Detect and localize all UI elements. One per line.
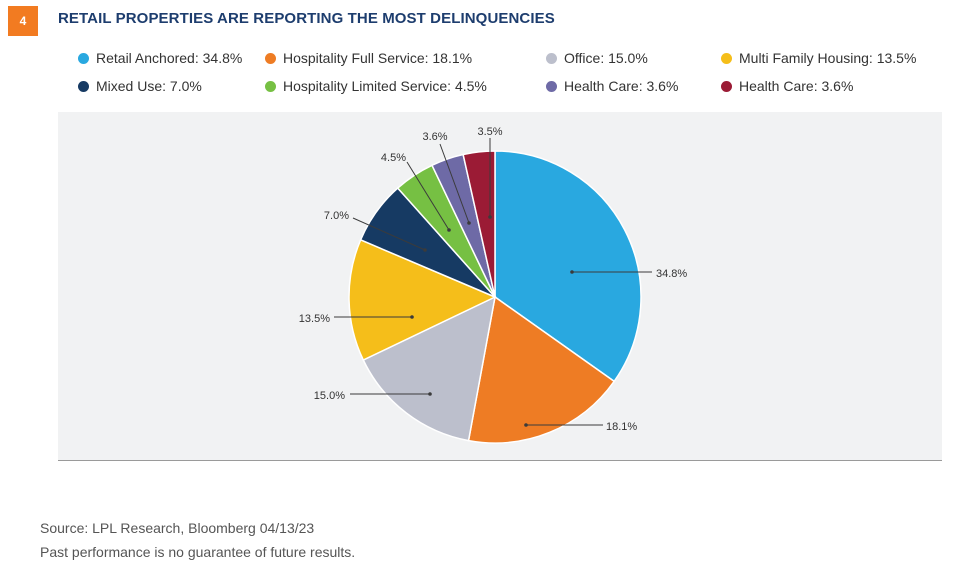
legend-label: Office: 15.0%: [564, 50, 648, 66]
legend-swatch: [265, 52, 276, 64]
legend-swatch: [78, 52, 89, 64]
legend-swatch: [265, 80, 276, 92]
legend-label: Health Care: 3.6%: [564, 78, 679, 94]
leader-line-endpoint: [447, 228, 451, 232]
legend-swatch: [78, 80, 89, 92]
leader-line-endpoint: [570, 270, 574, 274]
pie-chart: 34.8% 18.1% 15.0% 13.5% 7.0% 4.5% 3.6% 3.5%: [299, 126, 687, 444]
chart-plot-area: 34.8% 18.1% 15.0% 13.5% 7.0% 4.5% 3.6% 3.5%: [58, 112, 942, 461]
legend-item: Health Care: 3.6%: [546, 78, 678, 94]
leader-line-endpoint: [467, 221, 471, 225]
legend-item: Mixed Use: 7.0%: [78, 78, 202, 94]
legend-swatch: [546, 80, 557, 92]
legend-item: Retail Anchored: 34.8%: [78, 50, 242, 66]
pie-slice: [362, 295, 497, 442]
data-label: 13.5%: [299, 313, 330, 325]
pie-slice: [462, 150, 496, 298]
leader-line-endpoint: [423, 248, 427, 252]
legend-item: Hospitality Full Service: 18.1%: [265, 50, 472, 66]
pie-slice: [467, 295, 616, 444]
chart-title: RETAIL PROPERTIES ARE REPORTING THE MOST…: [58, 10, 555, 27]
legend-item: Multi Family Housing: 13.5%: [721, 50, 916, 66]
pie-slice: [494, 150, 642, 383]
legend-swatch: [721, 52, 732, 64]
data-label: 3.6%: [422, 131, 447, 143]
legend-label: Hospitality Full Service: 18.1%: [283, 50, 473, 66]
figure-number-badge: 4: [8, 6, 38, 36]
legend-swatch: [546, 52, 557, 64]
legend-item: Health Care: 3.6%: [721, 78, 853, 94]
pie-slice: [348, 238, 497, 361]
disclaimer-note: Past performance is no guarantee of futu…: [40, 544, 356, 560]
data-label: 3.5%: [477, 126, 502, 138]
legend-item: Hospitality Limited Service: 4.5%: [265, 78, 487, 94]
data-label: 15.0%: [314, 390, 345, 402]
label-leader-line: [439, 143, 470, 224]
data-label: 34.8%: [656, 268, 687, 280]
data-label: 7.0%: [324, 210, 349, 222]
legend-swatch: [721, 80, 732, 92]
leader-line-endpoint: [524, 423, 528, 427]
source-note: Source: LPL Research, Bloomberg 04/13/23: [40, 520, 315, 536]
legend-label: Retail Anchored: 34.8%: [96, 50, 243, 66]
legend-label: Hospitality Limited Service: 4.5%: [283, 78, 487, 94]
leader-line-endpoint: [428, 392, 432, 396]
label-leader-line: [352, 217, 426, 251]
legend-label: Multi Family Housing: 13.5%: [739, 50, 917, 66]
leader-line-endpoint: [410, 315, 414, 319]
data-label: 4.5%: [381, 152, 406, 164]
legend-label: Mixed Use: 7.0%: [96, 78, 202, 94]
data-label: 18.1%: [606, 421, 637, 433]
leader-line-endpoint: [488, 215, 492, 219]
legend-item: Office: 15.0%: [546, 50, 648, 66]
label-leader-line: [406, 161, 450, 231]
legend-label: Health Care: 3.6%: [739, 78, 854, 94]
